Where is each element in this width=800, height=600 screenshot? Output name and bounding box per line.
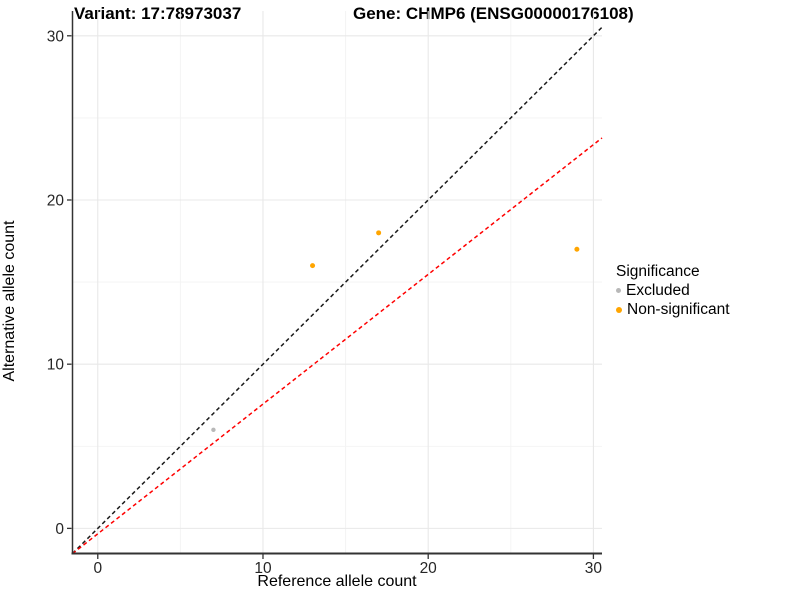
y-tick-label: 10 [47,357,65,374]
legend-title: Significance [616,263,700,280]
x-tick-label: 10 [254,560,272,577]
legend-item-label: Excluded [626,282,690,299]
identity-line [71,26,603,555]
excluded-marker-icon [616,288,621,293]
fit-line [72,137,603,555]
y-axis-title: Alternative allele count [1,220,18,382]
gene-title: Gene: CHMP6 (ENSG00000176108) [353,4,634,23]
legend-item-label: Non-significant [627,301,730,318]
x-tick-label: 30 [585,560,603,577]
data-point-non-significant [574,246,580,252]
legend-item-excluded: Excluded [616,281,730,300]
legend: Significance Excluded Non-significant [616,262,730,319]
x-axis-title: Reference allele count [257,573,417,590]
variant-title: Variant: 17:78973037 [74,4,242,23]
data-point-excluded [211,427,216,433]
y-tick-label: 30 [47,28,65,45]
data-point-non-significant [310,263,316,269]
data-point-non-significant [376,230,382,236]
y-tick-label: 20 [47,192,65,209]
legend-item-non-significant: Non-significant [616,300,730,319]
x-tick-label: 0 [93,560,102,577]
x-tick-label: 20 [420,560,438,577]
non-significant-marker-icon [616,306,622,313]
y-tick-label: 0 [55,521,64,538]
